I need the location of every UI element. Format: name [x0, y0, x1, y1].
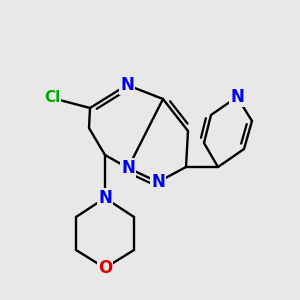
- Text: N: N: [121, 159, 135, 177]
- Text: N: N: [98, 189, 112, 207]
- Text: N: N: [120, 76, 134, 94]
- Text: O: O: [98, 259, 112, 277]
- Text: Cl: Cl: [44, 91, 60, 106]
- Text: N: N: [151, 173, 165, 191]
- Text: N: N: [230, 88, 244, 106]
